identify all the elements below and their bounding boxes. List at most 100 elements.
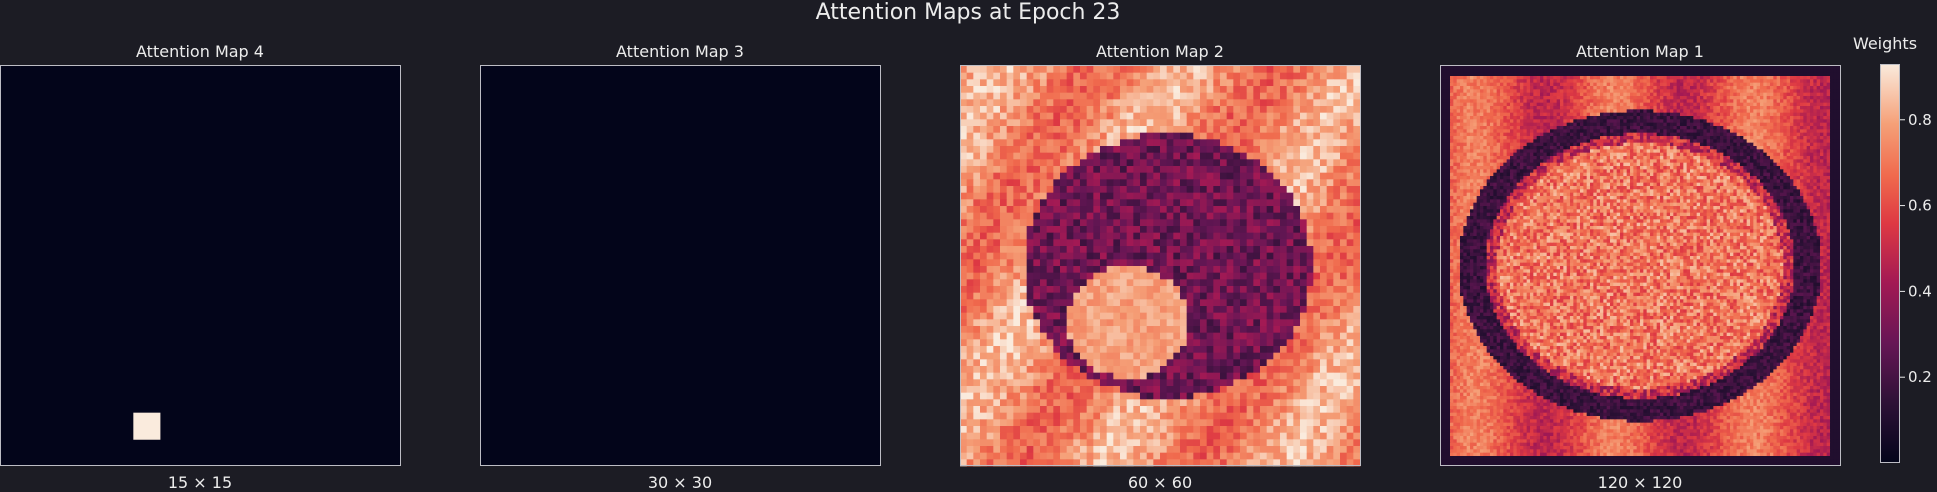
heatmap-cell	[1506, 82, 1511, 87]
heatmap-cell	[1040, 166, 1048, 174]
heatmap-cell	[1080, 419, 1088, 427]
heatmap-cell	[973, 272, 981, 280]
heatmap-cell	[1093, 119, 1101, 127]
heatmap-cell	[1053, 132, 1061, 140]
heatmap-cell	[1240, 339, 1248, 347]
heatmap-cell	[1703, 76, 1708, 80]
heatmap-cell	[1033, 366, 1041, 374]
heatmap-cell	[966, 132, 974, 140]
heatmap-cell	[1153, 212, 1161, 220]
heatmap-cell	[1033, 326, 1041, 334]
heatmap-cell	[1013, 119, 1021, 127]
heatmap-cell	[1093, 326, 1101, 334]
heatmap-cell	[1353, 426, 1361, 434]
heatmap-cell	[966, 246, 974, 254]
heatmap-cell	[1260, 392, 1268, 400]
heatmap-cell	[1503, 76, 1508, 80]
heatmap-cell	[973, 432, 981, 440]
heatmap-cell	[1663, 99, 1668, 104]
heatmap-cell	[1340, 179, 1348, 187]
heatmap-cell	[1286, 346, 1294, 354]
heatmap-cell	[1806, 66, 1811, 70]
heatmap-cell	[1066, 239, 1074, 247]
heatmap-cell	[1293, 86, 1301, 94]
heatmap-cell	[1333, 252, 1341, 260]
heatmap-cell	[973, 352, 981, 360]
heatmap-cell	[1266, 172, 1274, 180]
heatmap-cell	[1046, 286, 1054, 294]
heatmap-cell	[1026, 312, 1034, 320]
heatmap-cell	[1493, 79, 1498, 84]
heatmap-cell	[1353, 246, 1361, 254]
heatmap-cell	[1040, 79, 1048, 87]
heatmap-cell	[1006, 312, 1014, 320]
heatmap-cell	[1126, 126, 1134, 134]
heatmap-cell	[1213, 132, 1221, 140]
heatmap-cell	[1743, 76, 1748, 80]
heatmap-cell	[1493, 102, 1498, 107]
heatmap-cell	[1803, 66, 1808, 70]
heatmap-cell	[1146, 319, 1154, 327]
heatmap-cell	[1226, 146, 1234, 154]
heatmap-cell	[1240, 119, 1248, 127]
heatmap-cell	[993, 372, 1001, 380]
heatmap-cell	[1053, 106, 1061, 114]
heatmap-cell	[1253, 206, 1261, 214]
heatmap-cell	[1193, 112, 1201, 120]
heatmap-cell	[1266, 252, 1274, 260]
heatmap-cell	[1226, 332, 1234, 340]
heatmap-cell	[1053, 99, 1061, 107]
heatmap-cell	[1320, 112, 1328, 120]
heatmap-cell	[1690, 86, 1694, 90]
heatmap-cell	[1093, 159, 1101, 167]
heatmap-cell	[1120, 339, 1128, 347]
heatmap-cell	[1353, 99, 1361, 107]
heatmap-cell	[1166, 366, 1174, 374]
heatmap-cell	[1500, 66, 1504, 70]
heatmap-cell	[1793, 92, 1798, 97]
heatmap-cell	[1246, 139, 1254, 147]
heatmap-cell	[1816, 92, 1821, 97]
heatmap-cell	[1006, 246, 1014, 254]
heatmap-cell	[1833, 92, 1838, 97]
heatmap-cell	[1100, 346, 1108, 354]
heatmap-cell	[1246, 206, 1254, 214]
heatmap-cell	[1650, 86, 1654, 90]
heatmap-cell	[1826, 99, 1831, 104]
heatmap-cell	[1213, 299, 1221, 307]
heatmap-cell	[1200, 359, 1208, 367]
heatmap-cell	[1233, 452, 1241, 460]
heatmap-cell	[1716, 89, 1721, 94]
heatmap-cell	[1810, 86, 1814, 90]
heatmap-cell	[1233, 126, 1241, 134]
heatmap-cell	[1760, 76, 1764, 80]
heatmap-cell	[1160, 346, 1168, 354]
heatmap-cell	[1206, 166, 1214, 174]
heatmap-cell	[1133, 119, 1141, 127]
heatmap-cell	[1126, 379, 1134, 387]
heatmap-cell	[1496, 72, 1501, 77]
heatmap-cell	[1353, 312, 1361, 320]
heatmap-cell	[1340, 119, 1348, 127]
heatmap-cell	[1000, 452, 1008, 460]
heatmap-cell	[1180, 92, 1188, 100]
heatmap-cell	[1583, 96, 1588, 100]
heatmap-cell	[1060, 312, 1068, 320]
heatmap-cell	[1046, 259, 1054, 267]
heatmap-cell	[1313, 332, 1321, 340]
heatmap-cell	[1266, 326, 1274, 334]
heatmap-cell	[1723, 99, 1728, 104]
heatmap-cell	[1353, 139, 1361, 147]
heatmap-cell	[1293, 99, 1301, 107]
heatmap-cell	[1240, 399, 1248, 407]
heatmap-cell	[973, 232, 981, 240]
heatmap-cell	[1160, 212, 1168, 220]
heatmap-cell	[1710, 86, 1714, 90]
heatmap-cell	[1073, 399, 1081, 407]
heatmap-cell	[1266, 386, 1274, 394]
heatmap-cell	[1160, 399, 1168, 407]
heatmap-cell	[960, 299, 968, 307]
heatmap-cell	[1153, 319, 1161, 327]
heatmap-cell	[1093, 386, 1101, 394]
heatmap-cell	[1260, 352, 1268, 360]
